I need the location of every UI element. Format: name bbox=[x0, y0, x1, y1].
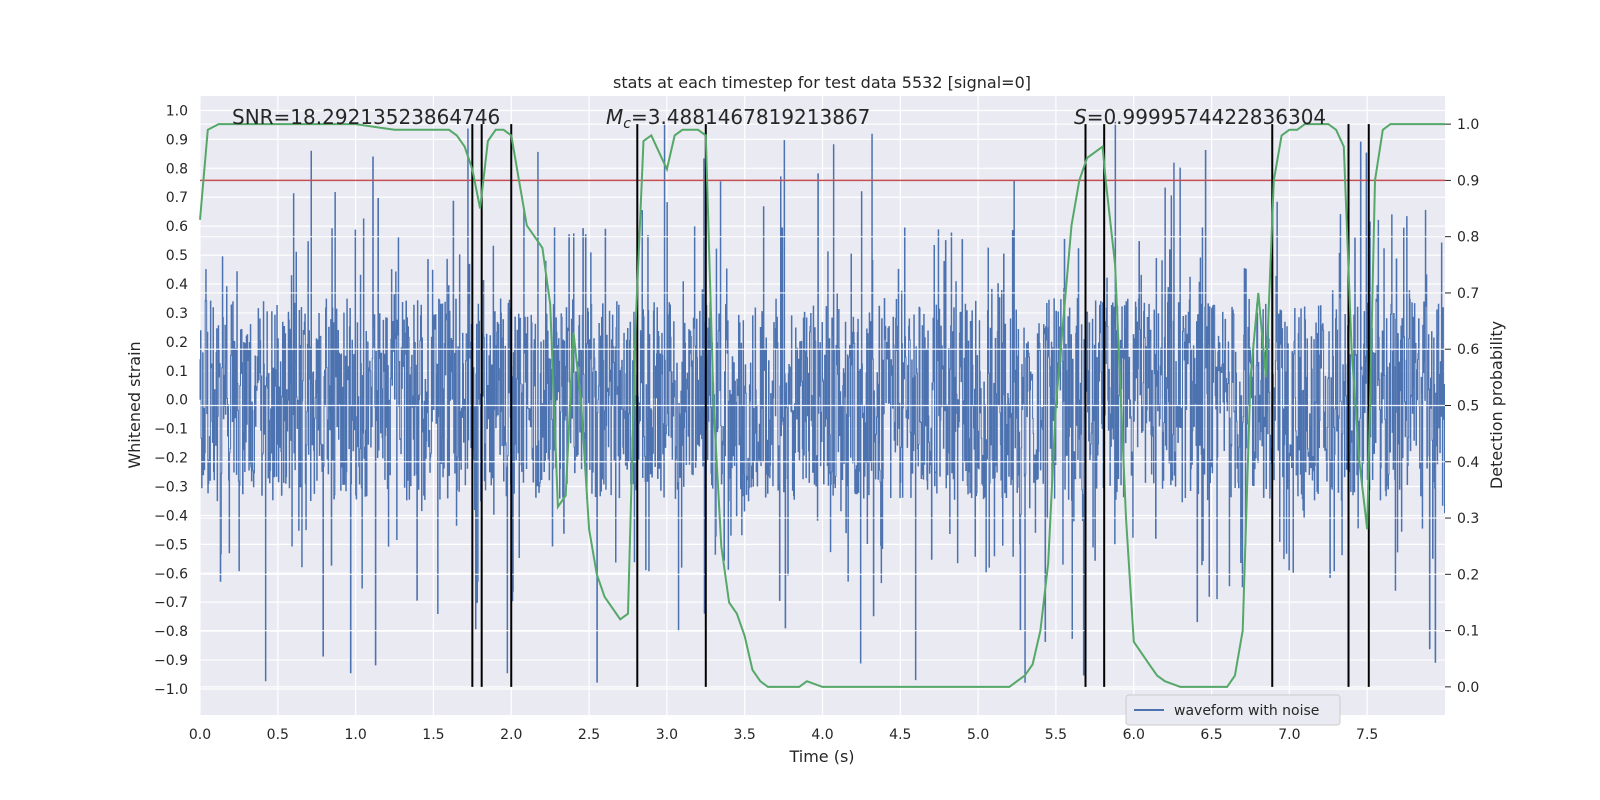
s-symbol: S bbox=[1074, 105, 1087, 129]
x-axis-label: Time (s) bbox=[788, 747, 854, 766]
detection-probability-series bbox=[199, 123, 1445, 688]
y-tick-label-9: 0.1 bbox=[166, 364, 188, 380]
y-tick-label-7: 0.3 bbox=[166, 306, 188, 322]
y-tick-label-14: −0.4 bbox=[154, 508, 188, 524]
horizontal-gridlines bbox=[200, 123, 1445, 688]
y-tick-label-18: −0.8 bbox=[154, 624, 188, 640]
chart-title: stats at each timestep for test data 553… bbox=[613, 73, 1031, 92]
y-tick-label-10: 0.0 bbox=[166, 393, 188, 409]
chirp-mass-symbol: M bbox=[606, 105, 623, 129]
y-tick-label-11: −0.1 bbox=[154, 422, 188, 438]
y2-tick-label-1: 0.9 bbox=[1457, 173, 1479, 189]
waveform-path bbox=[199, 121, 1445, 683]
waveform-with-noise-series bbox=[199, 121, 1445, 683]
y2-tick-label-8: 0.2 bbox=[1457, 567, 1479, 583]
x-tick-label-4: 2.0 bbox=[500, 727, 522, 743]
y2-tick-label-3: 0.7 bbox=[1457, 286, 1479, 302]
y-tick-label-6: 0.4 bbox=[166, 277, 188, 293]
x-tick-label-0: 0.0 bbox=[189, 727, 211, 743]
x-tick-label-1: 0.5 bbox=[267, 727, 289, 743]
s-annotation: S=0.9999574422836304 bbox=[1074, 105, 1326, 129]
x-tick-label-15: 7.5 bbox=[1356, 727, 1378, 743]
y-tick-label-8: 0.2 bbox=[166, 335, 188, 351]
y2-tick-label-6: 0.4 bbox=[1457, 455, 1479, 471]
y-tick-label-19: −0.9 bbox=[154, 653, 188, 669]
chirp-mass-value: =3.4881467819213867 bbox=[631, 105, 870, 129]
chirp-mass-subscript: c bbox=[623, 116, 631, 132]
x-tick-label-3: 1.5 bbox=[422, 727, 444, 743]
y2-tick-label-0: 1.0 bbox=[1457, 117, 1479, 133]
y2-tick-label-9: 0.1 bbox=[1457, 624, 1479, 640]
legend: waveform with noise bbox=[1125, 694, 1341, 726]
y-tick-label-2: 0.8 bbox=[166, 161, 188, 177]
chirp-mass-annotation: Mc=3.4881467819213867 bbox=[606, 105, 870, 132]
snr-annotation: SNR=18.29213523864746 bbox=[232, 105, 500, 129]
y-tick-label-16: −0.6 bbox=[154, 566, 188, 582]
y-tick-label-5: 0.5 bbox=[166, 248, 188, 264]
x-tick-label-5: 2.5 bbox=[578, 727, 600, 743]
x-tick-label-7: 3.5 bbox=[734, 727, 756, 743]
x-axis-ticks: 0.0 0.5 1.0 1.5 2.0 2.5 3.0 3.5 4.0 4.5 5.0 5.5 6.0 6… bbox=[189, 727, 1378, 743]
y-tick-label-15: −0.5 bbox=[154, 537, 188, 553]
y-tick-label-4: 0.6 bbox=[166, 219, 188, 235]
y2-axis-label: Detection probability bbox=[1487, 321, 1506, 489]
y-tick-label-17: −0.7 bbox=[154, 595, 188, 611]
y-axis-label: Whitened strain bbox=[125, 341, 144, 468]
y-tick-label-0: 1.0 bbox=[166, 103, 188, 119]
y-tick-label-1: 0.9 bbox=[166, 132, 188, 148]
x-tick-label-12: 6.0 bbox=[1123, 727, 1145, 743]
s-value: =0.9999574422836304 bbox=[1087, 105, 1326, 129]
y2-tick-label-2: 0.8 bbox=[1457, 230, 1479, 246]
x-tick-label-11: 5.5 bbox=[1045, 727, 1067, 743]
x-tick-label-6: 3.0 bbox=[656, 727, 678, 743]
y-tick-label-12: −0.2 bbox=[154, 451, 188, 467]
y2-tick-label-10: 0.0 bbox=[1457, 680, 1479, 696]
x-tick-label-10: 5.0 bbox=[967, 727, 989, 743]
x-tick-label-13: 6.5 bbox=[1200, 727, 1222, 743]
x-tick-label-9: 4.5 bbox=[889, 727, 911, 743]
y-tick-label-20: −1.0 bbox=[154, 682, 188, 698]
y-tick-label-3: 0.7 bbox=[166, 190, 188, 206]
x-tick-label-14: 7.0 bbox=[1278, 727, 1300, 743]
y-tick-label-13: −0.3 bbox=[154, 479, 188, 495]
x-tick-label-8: 4.0 bbox=[811, 727, 833, 743]
legend-box bbox=[1125, 694, 1341, 726]
legend-label-waveform: waveform with noise bbox=[1174, 703, 1319, 719]
x-tick-label-2: 1.0 bbox=[344, 727, 366, 743]
y2-axis-ticks: 1.0 0.9 0.8 0.7 0.6 0.5 0.4 0.3 0.2 0.1 0.0 bbox=[1445, 117, 1479, 696]
y2-tick-label-4: 0.6 bbox=[1457, 342, 1479, 358]
y2-tick-label-7: 0.3 bbox=[1457, 511, 1479, 527]
y2-tick-label-5: 0.5 bbox=[1457, 399, 1479, 415]
y-axis-ticks: 1.0 0.9 0.8 0.7 0.6 0.5 0.4 0.3 0.2 0.1 0.0 −0.1 −0.… bbox=[154, 103, 188, 698]
